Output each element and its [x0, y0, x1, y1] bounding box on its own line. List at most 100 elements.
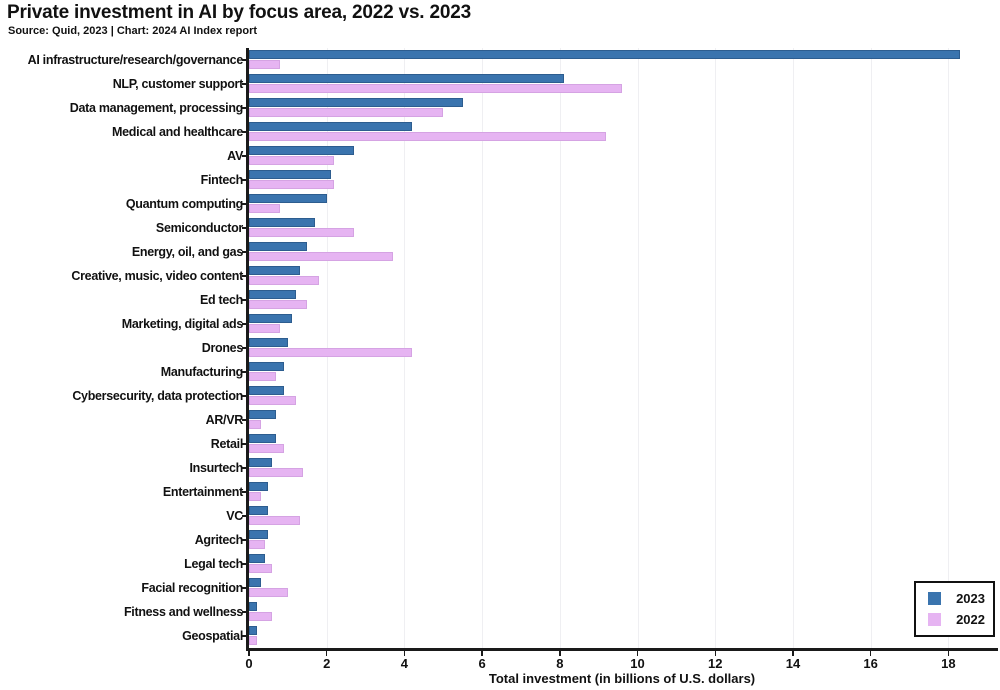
category-label: Quantum computing: [125, 197, 243, 211]
x-tick-label: 6: [478, 656, 486, 671]
bar-2023: [249, 74, 564, 83]
x-tick: [325, 651, 328, 656]
legend-swatch-2023: [928, 592, 941, 606]
bar-2022: [249, 492, 261, 501]
y-tick: [242, 179, 247, 181]
bar-2022: [249, 396, 296, 405]
y-tick: [242, 443, 247, 445]
category-label: Agritech: [194, 533, 244, 547]
y-tick: [242, 395, 247, 397]
category-label: Creative, music, video content: [71, 269, 243, 283]
bar-2023: [249, 482, 269, 491]
bar-2022: [249, 348, 413, 357]
x-tick: [481, 651, 483, 656]
category-label: Marketing, digital ads: [121, 317, 244, 331]
x-tick: [947, 651, 950, 656]
x-tick-label: 2: [323, 656, 331, 671]
category-label: Medical and healthcare: [112, 125, 243, 139]
bar-2023: [249, 98, 463, 107]
y-tick: [242, 467, 247, 469]
bar-2022: [249, 420, 261, 429]
y-tick: [242, 251, 247, 253]
bar-2022: [249, 588, 288, 597]
y-tick: [242, 587, 247, 589]
y-tick: [242, 299, 247, 301]
y-tick: [242, 83, 247, 85]
category-label: Cybersecurity, data protection: [72, 389, 243, 403]
category-label: Legal tech: [184, 557, 243, 571]
x-tick: [559, 651, 561, 656]
bar-2022: [249, 516, 300, 525]
bar-2022: [249, 276, 319, 285]
bar-2023: [249, 602, 257, 611]
x-tick: [714, 651, 716, 656]
x-tick-label: 4: [400, 656, 409, 671]
bar-2022: [249, 228, 354, 237]
bar-2023: [249, 578, 261, 587]
gridline: [637, 48, 639, 648]
category-label: Drones: [201, 341, 244, 355]
x-tick-label: 14: [785, 656, 801, 671]
chart-title: Private investment in AI by focus area, …: [7, 2, 471, 23]
x-axis-title: Total investment (in billions of U.S. do…: [488, 671, 756, 686]
category-label: AR/VR: [205, 413, 244, 427]
category-label: Facial recognition: [141, 581, 243, 595]
x-axis-line: [245, 648, 998, 651]
y-tick: [242, 539, 247, 541]
category-label: Entertainment: [162, 485, 243, 499]
legend-entry: 2023: [928, 591, 985, 606]
bar-2022: [249, 324, 281, 333]
y-tick: [242, 371, 247, 373]
bar-2022: [249, 636, 257, 645]
bar-2023: [249, 290, 296, 299]
category-label: Insurtech: [189, 461, 243, 475]
bar-2022: [249, 132, 607, 141]
x-tick: [403, 651, 406, 656]
category-label: Ed tech: [199, 293, 243, 307]
y-tick: [242, 347, 247, 349]
bar-2022: [249, 612, 273, 621]
legend-label: 2022: [956, 611, 985, 627]
y-tick: [242, 59, 247, 61]
y-tick: [242, 611, 247, 613]
bar-2022: [249, 180, 335, 189]
y-tick: [242, 107, 247, 109]
category-label: AI infrastructure/research/governance: [27, 53, 244, 67]
bar-2022: [249, 108, 444, 117]
gridline: [559, 48, 561, 648]
bar-2022: [249, 252, 393, 261]
bar-2023: [249, 362, 284, 371]
legend-swatch-2022: [928, 612, 941, 626]
y-tick: [242, 635, 247, 637]
bar-2022: [249, 300, 308, 309]
bar-2023: [249, 122, 413, 131]
legend: 2023 2022: [914, 581, 995, 637]
bar-2022: [249, 444, 284, 453]
bar-2023: [249, 506, 269, 515]
category-label: Manufacturing: [160, 365, 244, 379]
bar-2023: [249, 146, 354, 155]
y-tick: [242, 563, 247, 565]
bar-2023: [249, 266, 300, 275]
bar-2022: [249, 540, 265, 549]
bar-2022: [249, 468, 304, 477]
gridline: [948, 48, 950, 648]
category-label: Data management, processing: [69, 101, 244, 115]
bar-2022: [249, 156, 335, 165]
bar-2022: [249, 84, 622, 93]
y-tick: [242, 323, 247, 325]
bar-2023: [249, 386, 284, 395]
x-tick: [869, 651, 872, 656]
y-tick: [242, 131, 247, 133]
bar-2023: [249, 626, 257, 635]
bar-2023: [249, 50, 961, 59]
x-tick-label: 18: [941, 656, 956, 671]
bar-2023: [249, 434, 277, 443]
category-label: Energy, oil, and gas: [131, 245, 243, 259]
bar-2023: [249, 170, 331, 179]
bar-2023: [249, 194, 327, 203]
category-label: Geospatial: [182, 629, 243, 643]
x-tick-label: 8: [556, 656, 564, 671]
